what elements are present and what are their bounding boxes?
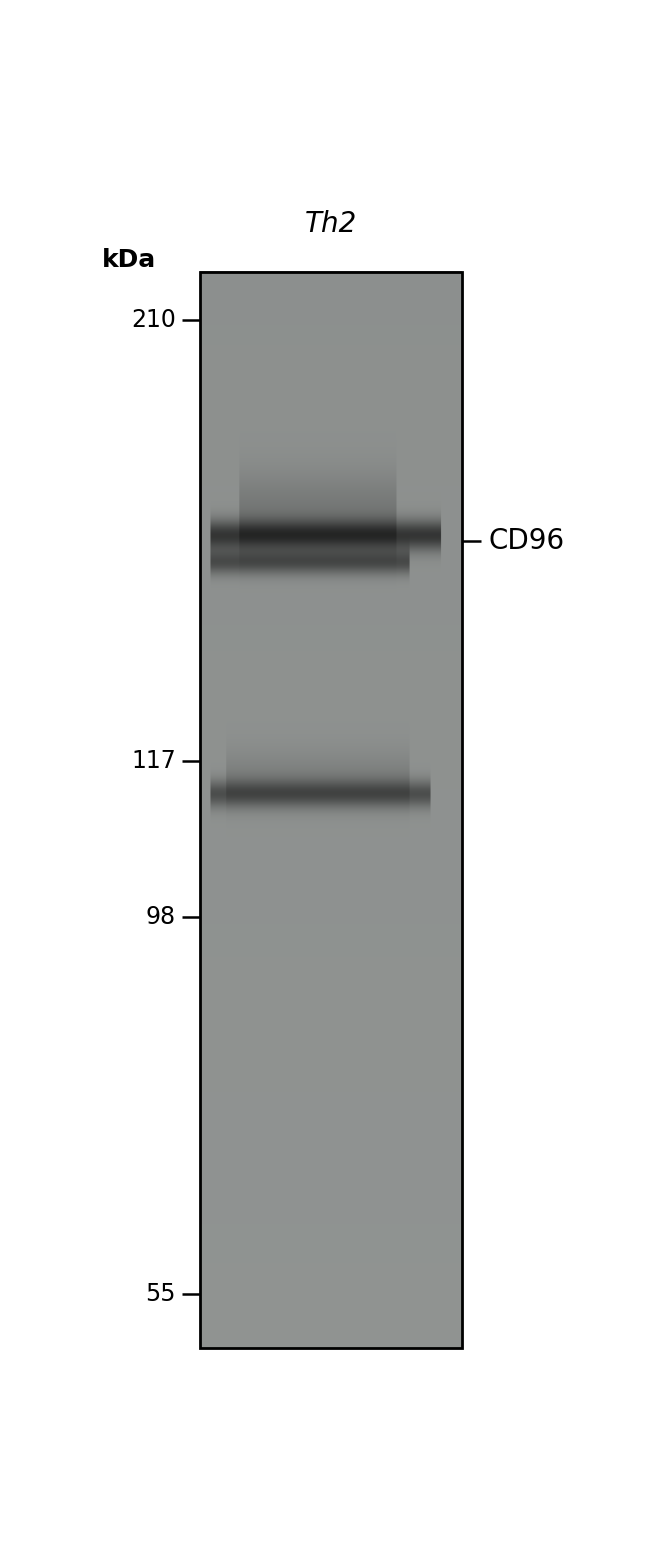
Text: 210: 210	[131, 308, 176, 331]
Text: kDa: kDa	[102, 248, 156, 271]
Text: 55: 55	[146, 1282, 176, 1307]
Text: 98: 98	[146, 906, 176, 929]
Text: Th2: Th2	[304, 211, 357, 238]
Text: 117: 117	[131, 749, 176, 774]
Bar	[200, 271, 462, 1348]
Text: CD96: CD96	[488, 526, 564, 554]
